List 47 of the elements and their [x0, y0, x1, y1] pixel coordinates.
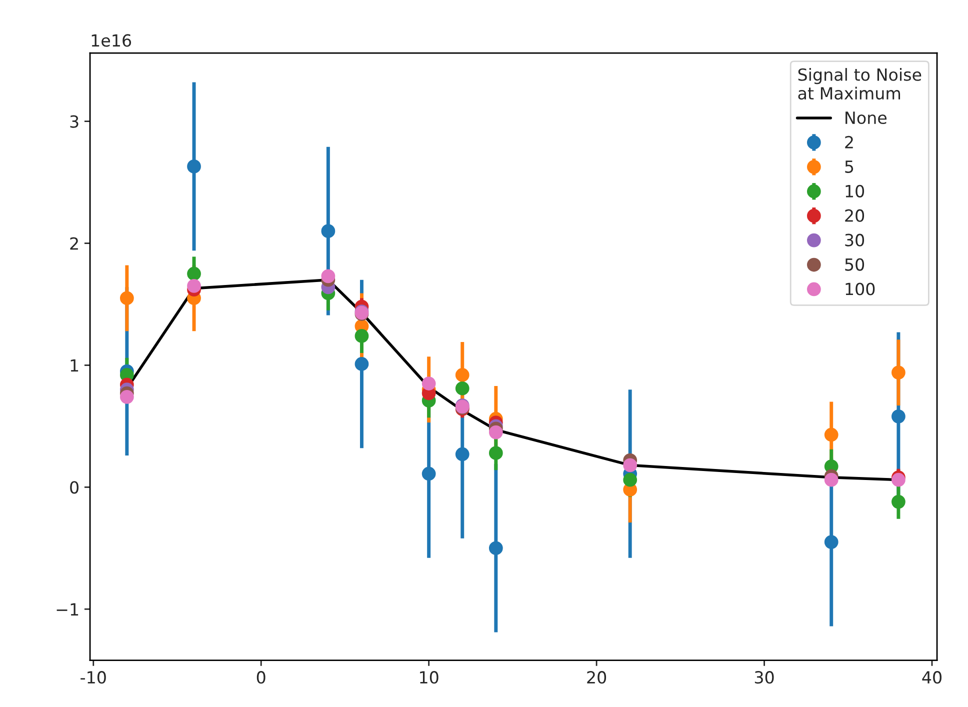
- x-tick-label: 30: [754, 671, 774, 684]
- point: [892, 494, 906, 509]
- x-tick-label: -10: [80, 671, 106, 684]
- y-tick-label: 2: [70, 237, 78, 250]
- point: [488, 425, 503, 440]
- point: [354, 357, 369, 371]
- point: [120, 291, 134, 306]
- point: [892, 409, 906, 424]
- point: [187, 279, 201, 293]
- x-tick-label: 10: [420, 671, 438, 684]
- legend-label: 50: [845, 258, 864, 271]
- point: [455, 447, 470, 462]
- x-tick-label: 20: [587, 671, 606, 684]
- point: [824, 472, 838, 487]
- legend-title: Signal to Noise at Maximum: [798, 68, 922, 100]
- y-tick-label: −1: [56, 603, 78, 616]
- point: [422, 466, 436, 481]
- y-tick-label: 3: [70, 115, 78, 128]
- point: [321, 269, 336, 284]
- point: [187, 266, 201, 281]
- y-tick-label: 1: [70, 359, 78, 372]
- point: [824, 428, 838, 442]
- legend-label: 20: [845, 209, 864, 222]
- x-tick-label: 40: [922, 671, 942, 684]
- legend-label: 2: [845, 136, 853, 148]
- point: [488, 446, 503, 460]
- point: [321, 224, 336, 238]
- legend-label: 10: [846, 184, 864, 198]
- x-tick-label: 0: [256, 671, 266, 684]
- point: [824, 535, 838, 549]
- point: [623, 458, 638, 472]
- point: [892, 472, 906, 487]
- point: [120, 390, 134, 404]
- point: [623, 472, 638, 487]
- legend-label: 100: [846, 282, 875, 296]
- y-tick-label: 0: [70, 481, 78, 494]
- legend-label: 5: [845, 160, 854, 173]
- legend-label: None: [846, 112, 887, 124]
- text: 1e16: [92, 34, 132, 47]
- point: [422, 376, 436, 390]
- point: [455, 368, 470, 382]
- point: [187, 159, 201, 174]
- point: [455, 381, 470, 396]
- point: [892, 366, 906, 380]
- legend-label: 30: [845, 234, 864, 246]
- point: [354, 329, 369, 343]
- point: [488, 541, 503, 556]
